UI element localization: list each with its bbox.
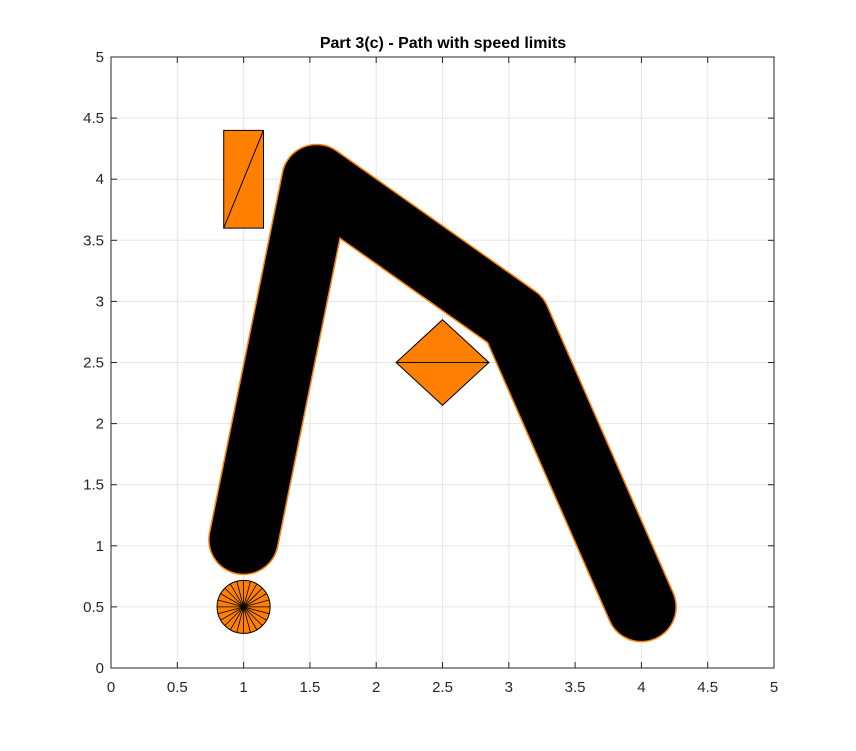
- robot-start-spoke: [229, 606, 244, 631]
- x-tick-label: 1.5: [299, 679, 320, 696]
- robot-start-spoke: [243, 587, 263, 608]
- x-tick-label: 4.5: [697, 679, 718, 696]
- plot-contents: [208, 129, 677, 643]
- robot-start-spoke: [243, 581, 251, 608]
- x-tick-label: 0.5: [167, 679, 188, 696]
- robot-start-spoke: [243, 606, 263, 626]
- y-tick-label: 5: [96, 49, 104, 66]
- robot-start-spoke: [243, 606, 251, 633]
- x-tick-label: 3: [505, 679, 513, 696]
- robot-start-spoke: [224, 587, 244, 608]
- robot-start-spoke: [217, 606, 244, 615]
- y-tick-label: 3: [96, 293, 104, 310]
- robot-start-spoke: [229, 583, 244, 608]
- y-tick-label: 4: [96, 171, 104, 188]
- robot-start-spoke: [236, 581, 244, 608]
- robot-start-spoke: [220, 606, 244, 621]
- y-tick-label: 0: [96, 660, 104, 677]
- axes: 0 0.5 1 1.5 2 2.5 3 3.5 4 4.5 5 0 0.5 1 1.5 2 2.5 3 3.5 4 4.…: [83, 49, 778, 696]
- swept-path: [209, 145, 676, 641]
- y-tick-label: 1: [96, 538, 104, 555]
- robot-start-spoke: [243, 606, 270, 615]
- chart-title: Part 3(c) - Path with speed limits: [320, 35, 566, 52]
- y-tick-label: 4.5: [83, 110, 104, 127]
- robot-start-spoke: [224, 606, 244, 626]
- x-tick-label: 3.5: [565, 679, 586, 696]
- robot-start-spoke: [243, 606, 267, 621]
- robot-start-spoke: [243, 593, 267, 608]
- x-tick-label: 4: [637, 679, 645, 696]
- y-tick-label: 2: [96, 416, 104, 433]
- y-tick-label: 2.5: [83, 355, 104, 372]
- robot-start-spoke: [236, 606, 244, 633]
- robot-start-spoke: [243, 583, 258, 608]
- robot-start-spoke: [217, 599, 244, 608]
- obstacle-rectangle-edge: [223, 130, 264, 229]
- y-tick-label: 1.5: [83, 477, 104, 494]
- robot-start-spoke: [243, 599, 270, 608]
- robot-start-spoke: [243, 606, 258, 631]
- x-tick-label: 1: [239, 679, 247, 696]
- x-tick-label: 2.5: [432, 679, 453, 696]
- x-tick-label: 2: [372, 679, 380, 696]
- x-tick-label: 5: [770, 679, 778, 696]
- y-tick-label: 3.5: [83, 232, 104, 249]
- x-tick-label: 0: [107, 679, 115, 696]
- robot-start-spoke: [220, 593, 244, 608]
- y-tick-label: 0.5: [83, 599, 104, 616]
